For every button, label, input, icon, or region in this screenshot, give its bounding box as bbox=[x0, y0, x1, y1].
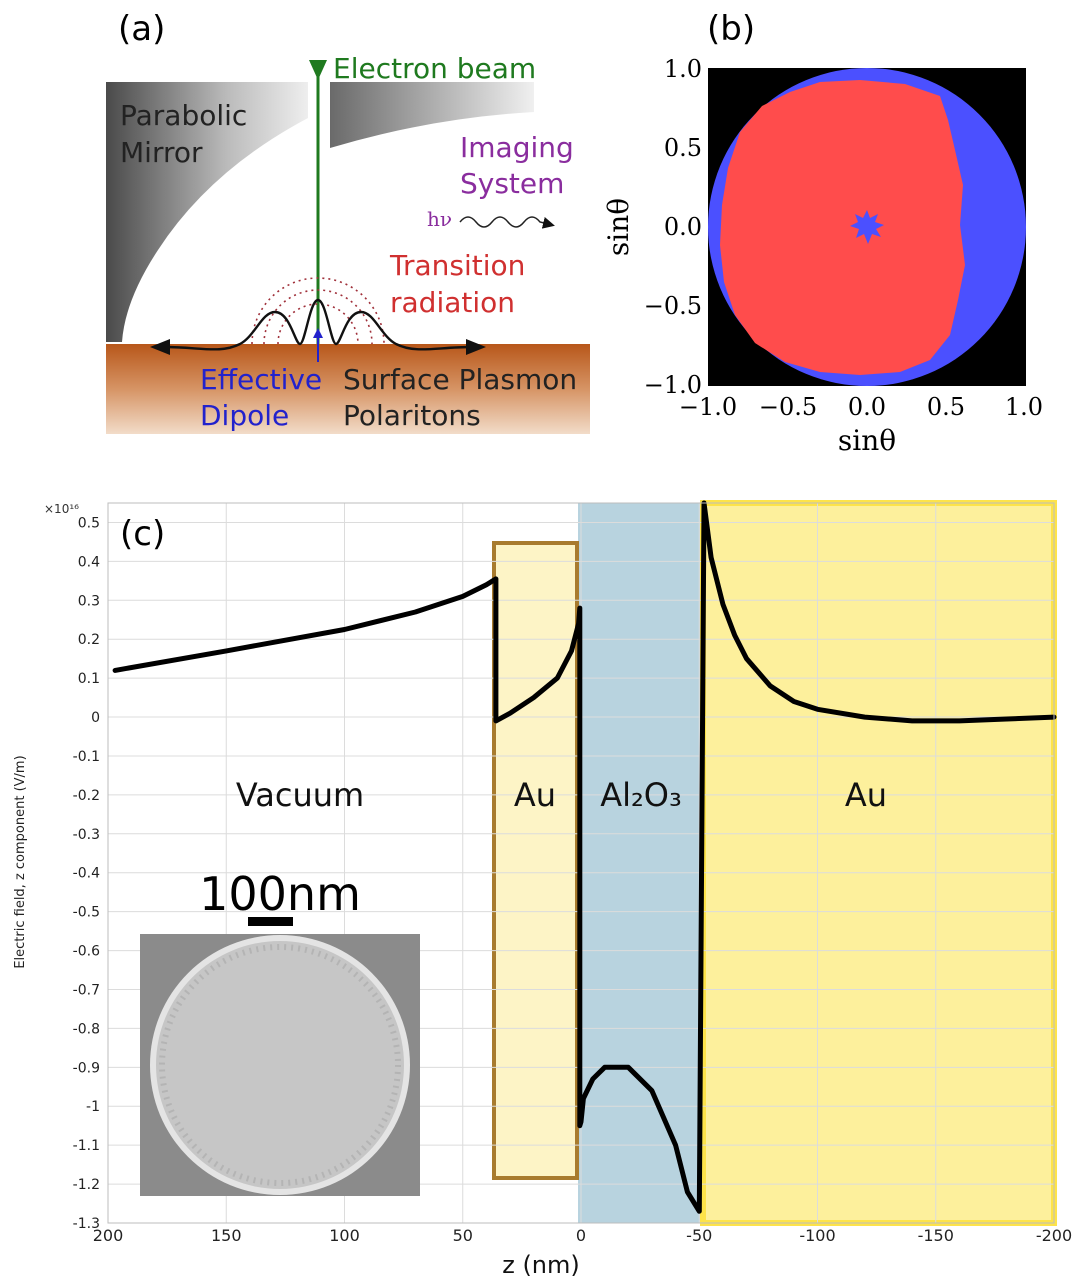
dipole-arrow-icon bbox=[313, 328, 323, 338]
electron-beam-arrow-icon bbox=[309, 60, 327, 80]
y-tick-label: -0.3 bbox=[73, 827, 100, 843]
au-substrate-region bbox=[700, 500, 1057, 1226]
x-tick-label: 150 bbox=[211, 1226, 242, 1245]
y-tick-label: 0.4 bbox=[78, 554, 100, 570]
y-tick-label: 0.5 bbox=[78, 515, 100, 531]
region-label-vacuum: Vacuum bbox=[236, 776, 364, 814]
y-tick-label: -0.2 bbox=[73, 788, 100, 804]
spp-right-arrow-icon bbox=[466, 339, 486, 355]
x-axis-ticks: 200 150 100 50 0 -50 -100 -150 -200 bbox=[93, 1226, 1072, 1245]
region-label-al2o3: Al₂O₃ bbox=[600, 776, 682, 814]
transition-label-1: Transition bbox=[389, 249, 525, 282]
dipole-label-2: Dipole bbox=[200, 399, 289, 432]
x-tick-label: -50 bbox=[686, 1226, 712, 1245]
y-tick-label: -0.4 bbox=[73, 866, 100, 882]
x-axis-label: z (nm) bbox=[502, 1251, 580, 1279]
electron-beam-label: Electron beam bbox=[333, 52, 536, 85]
panel-b-xlabel: sinθ bbox=[838, 424, 896, 457]
spp-label-2: Polaritons bbox=[343, 399, 481, 432]
y-tick-label: 0.1 bbox=[78, 671, 100, 687]
panel-b-label: (b) bbox=[707, 9, 755, 49]
y-tick-label: -0.5 bbox=[73, 905, 100, 921]
x-tick-label: -200 bbox=[1036, 1226, 1072, 1245]
region-label-au-substrate: Au bbox=[845, 776, 887, 814]
y-tick-label: -1.2 bbox=[73, 1177, 100, 1193]
parabolic-mirror-right bbox=[330, 82, 534, 148]
panel-b-y-ticks: 1.0 0.5 0.0 −0.5 −1.0 bbox=[644, 55, 702, 399]
imaging-label-1: Imaging bbox=[460, 131, 574, 164]
y-axis-ticks: 0.5 0.4 0.3 0.2 0.1 0 -0.1 -0.2 -0.3 -0.4 -0.5 -0.6… bbox=[73, 515, 100, 1232]
parabolic-mirror bbox=[106, 82, 308, 342]
spp-label-1: Surface Plasmon bbox=[343, 363, 577, 396]
field-series-line bbox=[112, 500, 1057, 1214]
panel-b: (b) 1.0 0.5 0.0 −0.5 −1.0 −1.0 −0.5 0.0 … bbox=[602, 9, 1043, 457]
imaging-label-2: System bbox=[460, 167, 564, 200]
y-tick-label: -0.9 bbox=[73, 1060, 100, 1076]
transition-label-2: radiation bbox=[390, 286, 515, 319]
mirror-label-2: Mirror bbox=[120, 136, 203, 169]
al2o3-region bbox=[578, 503, 702, 1223]
spp-left-arrow-icon bbox=[150, 339, 170, 355]
y-axis-label: Electric field, z component (V/m) bbox=[13, 755, 28, 968]
y-tick-label: 0.0 bbox=[664, 213, 702, 241]
y-tick-label: -0.6 bbox=[73, 944, 100, 960]
panel-a-label: (a) bbox=[118, 9, 165, 49]
x-tick-label: −0.5 bbox=[759, 393, 817, 421]
panel-a: (a) Electron beam Parabolic Mirror Imagi… bbox=[106, 9, 590, 434]
x-tick-label: 200 bbox=[93, 1226, 124, 1245]
x-tick-label: 50 bbox=[453, 1226, 473, 1245]
x-tick-label: -100 bbox=[799, 1226, 835, 1245]
angular-map-red-region bbox=[720, 80, 965, 375]
y-tick-label: -1.1 bbox=[73, 1138, 100, 1154]
sem-inset: 100nm bbox=[140, 867, 420, 1196]
panel-b-ylabel: sinθ bbox=[602, 198, 635, 256]
dipole-label-1: Effective bbox=[200, 363, 322, 396]
plot-frame bbox=[107, 502, 1055, 1224]
sem-particle-texture bbox=[159, 944, 401, 1186]
field-curve bbox=[112, 500, 1057, 1214]
x-tick-label: −1.0 bbox=[679, 393, 737, 421]
au-film-region bbox=[492, 541, 579, 1180]
y-tick-label: −0.5 bbox=[644, 292, 702, 320]
angular-map-center-spot bbox=[850, 210, 884, 244]
x-tick-label: 1.0 bbox=[1005, 393, 1043, 421]
y-tick-label: −1.0 bbox=[644, 371, 702, 399]
y-tick-label: -0.8 bbox=[73, 1021, 100, 1037]
y-tick-label: -0.1 bbox=[73, 749, 100, 765]
y-tick-label: 0.2 bbox=[78, 632, 100, 648]
transition-radiation-arcs bbox=[251, 277, 385, 345]
y-tick-label: -1.3 bbox=[73, 1216, 100, 1232]
surface-plasmon-wave bbox=[164, 298, 473, 351]
scale-bar-label: 100nm bbox=[199, 867, 361, 921]
mirror-label-1: Parabolic bbox=[120, 99, 247, 132]
sem-particle bbox=[156, 941, 404, 1189]
x-tick-label: 0.0 bbox=[848, 393, 886, 421]
x-tick-label: 100 bbox=[329, 1226, 360, 1245]
panel-b-x-ticks: −1.0 −0.5 0.0 0.5 1.0 bbox=[679, 393, 1043, 421]
region-label-au-film: Au bbox=[514, 776, 556, 814]
scale-bar bbox=[248, 917, 293, 926]
y-tick-label: 0 bbox=[91, 710, 100, 726]
x-tick-label: 0 bbox=[576, 1226, 586, 1245]
exponent-label: ×10¹⁶ bbox=[44, 502, 79, 516]
y-tick-label: -1 bbox=[86, 1099, 100, 1115]
metal-substrate bbox=[106, 344, 590, 434]
panel-c-chart: 0.5 0.4 0.3 0.2 0.1 0 -0.1 -0.2 -0.3 -0.4 -0.5 -0.6… bbox=[13, 500, 1072, 1279]
x-tick-label: -150 bbox=[918, 1226, 954, 1245]
y-tick-label: -0.7 bbox=[73, 982, 100, 998]
y-tick-label: 0.5 bbox=[664, 134, 702, 162]
photon-wave-icon bbox=[459, 216, 555, 229]
x-tick-label: 0.5 bbox=[927, 393, 965, 421]
y-tick-label: 0.3 bbox=[78, 593, 100, 609]
photon-label: hν bbox=[427, 207, 452, 231]
panel-c-label: (c) bbox=[120, 514, 165, 554]
y-tick-label: 1.0 bbox=[664, 55, 702, 83]
